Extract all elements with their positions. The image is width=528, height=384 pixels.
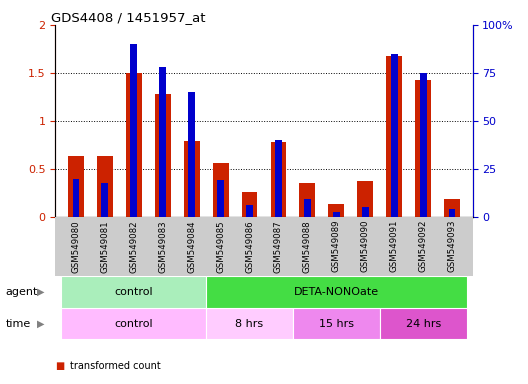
Text: GSM549087: GSM549087: [274, 220, 283, 273]
Bar: [247, 205, 253, 217]
Bar: [391, 54, 398, 217]
Bar: [445, 199, 460, 217]
Bar: [333, 212, 340, 217]
Bar: [61, 276, 206, 308]
Text: 15 hrs: 15 hrs: [319, 319, 354, 329]
Text: DETA-NONOate: DETA-NONOate: [294, 287, 379, 297]
Bar: [72, 179, 79, 217]
Text: 24 hrs: 24 hrs: [406, 319, 441, 329]
Text: GSM549092: GSM549092: [419, 220, 428, 272]
Bar: [218, 180, 224, 217]
Text: time: time: [5, 319, 31, 329]
Bar: [241, 192, 258, 217]
Bar: [357, 182, 373, 217]
Text: GSM549080: GSM549080: [71, 220, 80, 273]
Text: GSM549083: GSM549083: [158, 220, 167, 273]
Bar: [328, 204, 344, 217]
Bar: [206, 276, 467, 308]
Bar: [159, 67, 166, 217]
Bar: [130, 44, 137, 217]
Bar: [293, 308, 380, 339]
Bar: [362, 207, 369, 217]
Bar: [126, 73, 142, 217]
Text: control: control: [115, 319, 153, 329]
Bar: [213, 163, 229, 217]
Text: transformed count: transformed count: [70, 361, 161, 371]
Text: ▶: ▶: [37, 287, 44, 297]
Text: ▶: ▶: [37, 319, 44, 329]
Text: GDS4408 / 1451957_at: GDS4408 / 1451957_at: [51, 11, 206, 24]
Bar: [68, 157, 83, 217]
Text: agent: agent: [5, 287, 37, 297]
Text: control: control: [115, 287, 153, 297]
Text: GSM549085: GSM549085: [216, 220, 225, 273]
Bar: [416, 80, 431, 217]
Text: GSM549093: GSM549093: [448, 220, 457, 272]
Bar: [61, 308, 206, 339]
Text: GSM549084: GSM549084: [187, 220, 196, 273]
Text: GSM549091: GSM549091: [390, 220, 399, 272]
Text: GSM549090: GSM549090: [361, 220, 370, 272]
Bar: [275, 140, 281, 217]
Text: GSM549081: GSM549081: [100, 220, 109, 273]
Text: GSM549082: GSM549082: [129, 220, 138, 273]
Bar: [55, 217, 473, 276]
Bar: [270, 142, 287, 217]
Bar: [304, 199, 310, 217]
Text: ■: ■: [55, 361, 65, 371]
Bar: [449, 209, 456, 217]
Bar: [420, 73, 427, 217]
Text: 8 hrs: 8 hrs: [235, 319, 263, 329]
Bar: [206, 308, 293, 339]
Bar: [380, 308, 467, 339]
Bar: [386, 56, 402, 217]
Text: GSM549088: GSM549088: [303, 220, 312, 273]
Bar: [299, 184, 315, 217]
Bar: [184, 141, 200, 217]
Bar: [101, 184, 108, 217]
Bar: [155, 94, 171, 217]
Bar: [188, 92, 195, 217]
Text: GSM549089: GSM549089: [332, 220, 341, 272]
Text: GSM549086: GSM549086: [245, 220, 254, 273]
Bar: [97, 157, 112, 217]
